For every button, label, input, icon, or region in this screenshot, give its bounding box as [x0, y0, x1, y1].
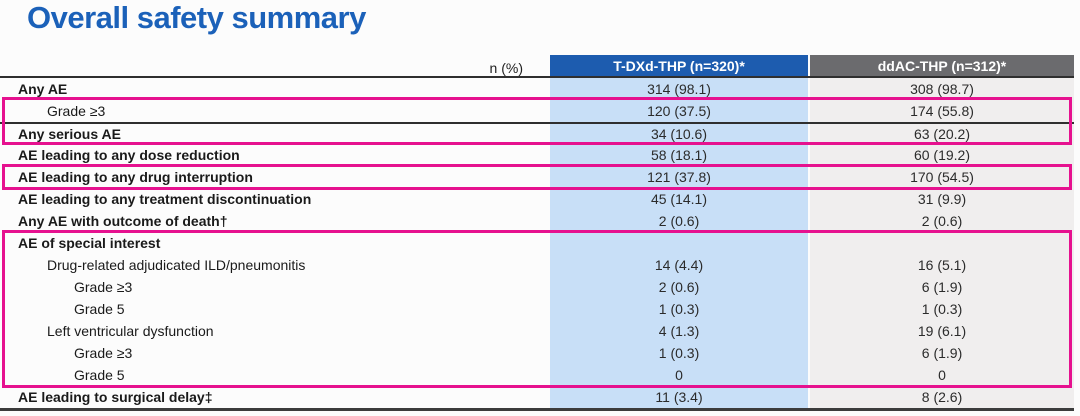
row-label: Grade ≥3: [47, 103, 106, 119]
table-row: AE leading to surgical delay‡ 11 (3.4) 8…: [0, 386, 1074, 411]
ddac-value: 308 (98.7): [810, 78, 1074, 100]
column-header-ddac: ddAC-THP (n=312)*: [810, 55, 1074, 76]
column-header-tdxd: T-DXd-THP (n=320)*: [550, 55, 808, 76]
table-row: AE leading to any drug interruption 121 …: [0, 166, 1074, 188]
ddac-value: 31 (9.9): [810, 188, 1074, 210]
row-label: Grade ≥3: [74, 279, 133, 295]
table-row: Drug-related adjudicated ILD/pneumonitis…: [0, 254, 1074, 276]
table-row: AE leading to any treatment discontinuat…: [0, 188, 1074, 210]
table-row: Grade ≥3 2 (0.6) 6 (1.9): [0, 276, 1074, 298]
ddac-value: [810, 232, 1074, 254]
ddac-value: 0: [810, 364, 1074, 386]
row-label: Drug-related adjudicated ILD/pneumonitis: [47, 257, 306, 273]
tdxd-value: 11 (3.4): [550, 386, 808, 408]
row-label: Left ventricular dysfunction: [47, 323, 214, 339]
table-row: Any AE 314 (98.1) 308 (98.7): [0, 78, 1074, 100]
tdxd-value: 1 (0.3): [550, 342, 808, 364]
row-label: Grade 5: [74, 367, 125, 383]
tdxd-value: 34 (10.6): [550, 124, 808, 144]
row-label: AE of special interest: [18, 235, 161, 251]
ddac-value: 60 (19.2): [810, 144, 1074, 166]
tdxd-value: 2 (0.6): [550, 210, 808, 232]
table-row: Grade 5 0 0: [0, 364, 1074, 386]
table-row: AE of special interest: [0, 232, 1074, 254]
table-header: n (%) T-DXd-THP (n=320)* ddAC-THP (n=312…: [0, 55, 1074, 78]
table-row: Grade ≥3 1 (0.3) 6 (1.9): [0, 342, 1074, 364]
row-label: Grade 5: [74, 301, 125, 317]
row-label: AE leading to any drug interruption: [18, 169, 253, 185]
ddac-value: 6 (1.9): [810, 342, 1074, 364]
tdxd-value: 120 (37.5): [550, 100, 808, 122]
row-label: Any AE with outcome of death†: [18, 213, 228, 229]
ddac-value: 16 (5.1): [810, 254, 1074, 276]
tdxd-value: 314 (98.1): [550, 78, 808, 100]
table-row: Left ventricular dysfunction 4 (1.3) 19 …: [0, 320, 1074, 342]
tdxd-value: 14 (4.4): [550, 254, 808, 276]
corner-label: n (%): [489, 60, 523, 76]
ddac-value: 19 (6.1): [810, 320, 1074, 342]
tdxd-value: 45 (14.1): [550, 188, 808, 210]
table-row: AE leading to any dose reduction 58 (18.…: [0, 144, 1074, 166]
row-label: AE leading to any dose reduction: [18, 147, 240, 163]
ddac-value: 170 (54.5): [810, 166, 1074, 188]
tdxd-value: 2 (0.6): [550, 276, 808, 298]
ddac-value: 2 (0.6): [810, 210, 1074, 232]
row-label: AE leading to any treatment discontinuat…: [18, 191, 312, 207]
ddac-value: 174 (55.8): [810, 100, 1074, 122]
row-label: AE leading to surgical delay‡: [18, 389, 213, 405]
tdxd-value: 0: [550, 364, 808, 386]
row-label: Any AE: [18, 81, 68, 97]
table-row: Grade ≥3 120 (37.5) 174 (55.8): [0, 100, 1074, 122]
tdxd-value: 4 (1.3): [550, 320, 808, 342]
tdxd-value: 121 (37.8): [550, 166, 808, 188]
tdxd-value: 1 (0.3): [550, 298, 808, 320]
ddac-value: 63 (20.2): [810, 124, 1074, 144]
table-row: Grade 5 1 (0.3) 1 (0.3): [0, 298, 1074, 320]
ddac-value: 1 (0.3): [810, 298, 1074, 320]
safety-table: n (%) T-DXd-THP (n=320)* ddAC-THP (n=312…: [0, 55, 1074, 411]
row-label: Any serious AE: [18, 126, 121, 142]
table-row: Any serious AE 34 (10.6) 63 (20.2): [0, 122, 1074, 144]
table-row: Any AE with outcome of death† 2 (0.6) 2 …: [0, 210, 1074, 232]
tdxd-value: 58 (18.1): [550, 144, 808, 166]
row-label: Grade ≥3: [74, 345, 133, 361]
page-title: Overall safety summary: [27, 0, 366, 35]
tdxd-value: [550, 232, 808, 254]
ddac-value: 8 (2.6): [810, 386, 1074, 408]
ddac-value: 6 (1.9): [810, 276, 1074, 298]
